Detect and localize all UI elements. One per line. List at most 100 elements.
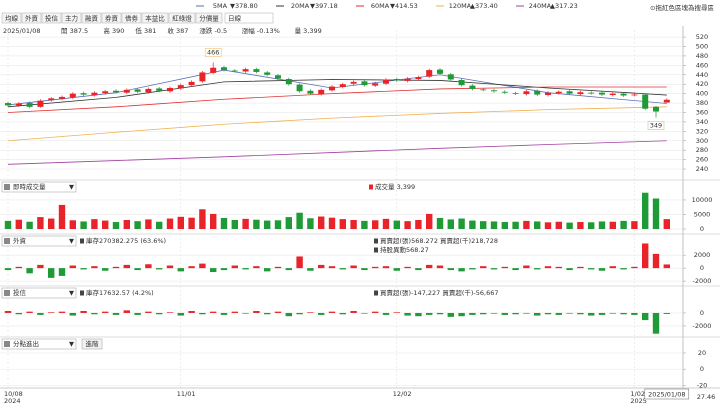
selector-label[interactable]: 即時成交量 bbox=[13, 182, 46, 191]
tab[interactable]: 外資 bbox=[25, 14, 39, 23]
tab[interactable]: 主力 bbox=[65, 14, 78, 23]
y-tick-label: 520 bbox=[696, 33, 708, 41]
selector-icon bbox=[4, 290, 10, 296]
button-box[interactable] bbox=[81, 338, 103, 350]
candle-body bbox=[307, 90, 314, 94]
tab-box[interactable] bbox=[61, 12, 82, 24]
bar bbox=[210, 268, 217, 273]
y-tick-label: 2000 bbox=[694, 251, 711, 259]
period-label[interactable]: 日線 bbox=[228, 14, 242, 23]
selector-box[interactable] bbox=[1, 235, 77, 247]
selector-box[interactable] bbox=[1, 181, 77, 193]
bar bbox=[102, 268, 109, 271]
tab-box[interactable] bbox=[1, 12, 22, 24]
bar bbox=[523, 265, 530, 269]
high-label: 466 bbox=[207, 49, 219, 57]
bar bbox=[415, 268, 422, 271]
tab[interactable]: 本益比 bbox=[145, 14, 165, 23]
y-tick-label: 5000 bbox=[694, 210, 711, 218]
bar bbox=[480, 221, 487, 229]
high-label-box bbox=[204, 48, 222, 57]
tab-box[interactable] bbox=[41, 12, 62, 24]
selector-label[interactable]: 外資 bbox=[13, 236, 27, 245]
period-select[interactable] bbox=[224, 12, 274, 24]
bar bbox=[501, 266, 508, 269]
x-tick-label: 11/01 bbox=[177, 390, 196, 398]
tab-box[interactable] bbox=[21, 12, 42, 24]
tab[interactable]: 融資 bbox=[85, 14, 99, 23]
tab[interactable]: 紅綠燈 bbox=[172, 14, 192, 23]
tab[interactable]: 分價量 bbox=[199, 14, 219, 23]
bar bbox=[242, 312, 249, 314]
tab[interactable]: 券資 bbox=[105, 14, 119, 23]
selector-label[interactable]: 分點進出 bbox=[13, 339, 39, 348]
bar bbox=[577, 222, 584, 229]
bar bbox=[220, 217, 228, 229]
selector-arrow: ▼ bbox=[69, 237, 74, 245]
candle-body bbox=[599, 92, 605, 95]
candle-body bbox=[264, 72, 271, 75]
tab-box[interactable] bbox=[101, 12, 122, 24]
info-item: 漲幅 -0.13% bbox=[242, 26, 280, 35]
tab-box[interactable] bbox=[81, 12, 102, 24]
tab-box[interactable] bbox=[141, 12, 169, 24]
bar bbox=[372, 220, 379, 229]
bar bbox=[318, 264, 325, 269]
bar bbox=[4, 220, 12, 229]
candle-body bbox=[588, 92, 595, 94]
tab-box[interactable] bbox=[121, 12, 142, 24]
bar bbox=[80, 221, 87, 229]
note: 庫存270382.275 (63.6%) bbox=[86, 236, 166, 245]
candle-body bbox=[642, 94, 649, 109]
bar bbox=[566, 222, 573, 229]
corner-value: 27.46 bbox=[697, 393, 716, 401]
candle-body bbox=[318, 89, 325, 95]
bar bbox=[274, 266, 282, 269]
bar bbox=[631, 266, 638, 269]
bar bbox=[339, 312, 346, 315]
hint[interactable]: ⊙拖紅色區塊為搜尋區 bbox=[650, 3, 714, 12]
bar bbox=[296, 256, 303, 269]
bar bbox=[458, 312, 465, 317]
tab-box[interactable] bbox=[195, 12, 223, 24]
bar bbox=[285, 217, 292, 229]
selector-arrow: ▼ bbox=[69, 289, 74, 297]
y-tick-label: 0 bbox=[700, 225, 704, 233]
bar bbox=[210, 311, 217, 313]
bar bbox=[37, 217, 44, 229]
tab[interactable]: 均線 bbox=[5, 14, 19, 23]
bar bbox=[404, 221, 411, 229]
candle-body bbox=[663, 99, 670, 103]
selector-label[interactable]: 投信 bbox=[13, 288, 27, 297]
selector-box[interactable] bbox=[1, 287, 77, 299]
bar bbox=[188, 266, 195, 269]
note: 成交量 3,399 bbox=[375, 182, 415, 191]
bar bbox=[177, 312, 184, 316]
tab-box[interactable] bbox=[168, 12, 196, 24]
x-tick-label: 12/02 bbox=[393, 390, 412, 398]
bar bbox=[415, 312, 422, 317]
y-tick-label: 320 bbox=[696, 127, 708, 135]
legend-value: ▼414.53 bbox=[390, 2, 418, 10]
tab[interactable]: 投信 bbox=[45, 14, 59, 23]
note-icon bbox=[80, 238, 84, 244]
candle-body bbox=[69, 93, 76, 98]
candle-body bbox=[134, 89, 141, 92]
candle-body bbox=[577, 92, 584, 95]
bar bbox=[274, 220, 282, 229]
bar bbox=[652, 253, 660, 269]
bar bbox=[447, 219, 454, 229]
button-label[interactable]: 進階 bbox=[86, 339, 100, 348]
x-year-label: 2024 bbox=[4, 397, 21, 404]
bar bbox=[48, 312, 55, 313]
info-item: 低 381 bbox=[135, 26, 156, 35]
bar bbox=[274, 311, 282, 313]
bar bbox=[469, 312, 476, 315]
ma-line bbox=[7, 140, 667, 165]
tab[interactable]: 借券 bbox=[125, 14, 139, 23]
bar bbox=[447, 312, 454, 317]
bar bbox=[199, 263, 206, 269]
candle-body bbox=[15, 103, 22, 106]
candle-body bbox=[404, 78, 411, 81]
selector-box[interactable] bbox=[1, 338, 77, 350]
